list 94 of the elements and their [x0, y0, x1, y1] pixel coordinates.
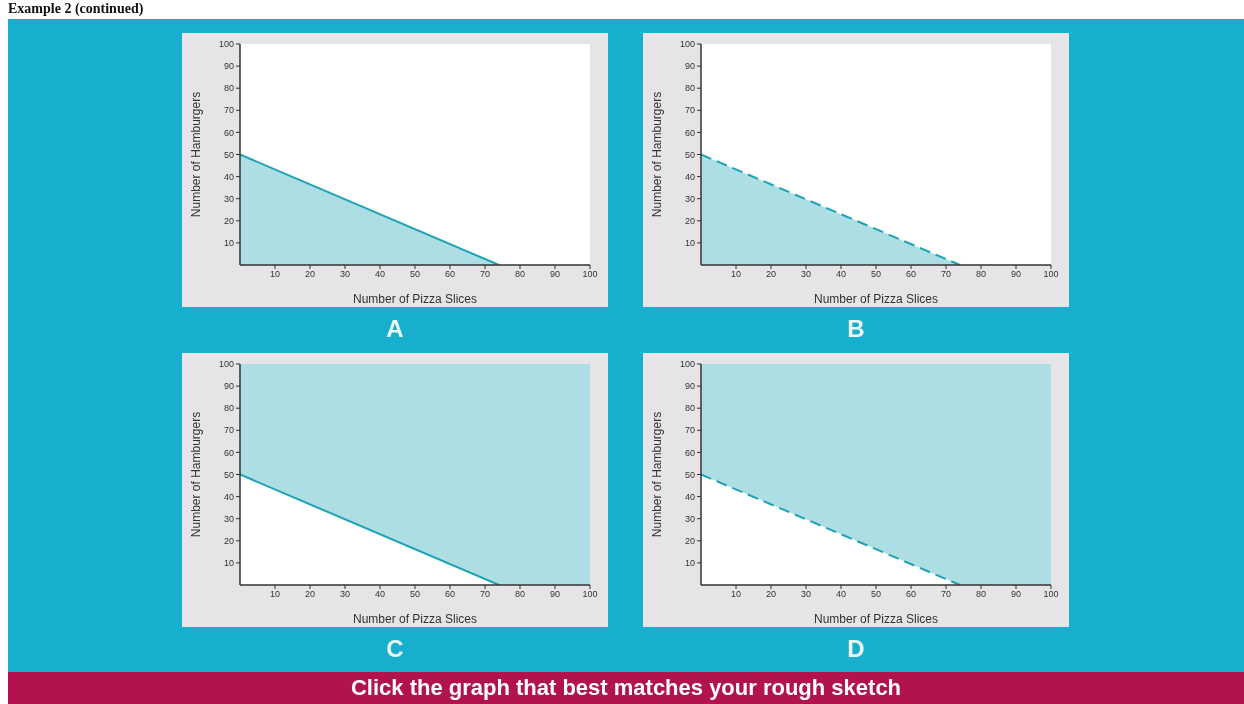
x-tick-label: 10	[269, 589, 281, 600]
x-tick-label: 80	[975, 589, 987, 600]
y-axis-title: Number of Hamburgers	[650, 91, 665, 218]
y-tick-label: 40	[223, 491, 234, 502]
y-tick-label: 40	[684, 491, 695, 502]
x-tick-label: 70	[479, 269, 491, 280]
y-tick-label: 30	[223, 513, 234, 524]
x-tick-label: 90	[549, 589, 561, 600]
y-tick-label: 50	[684, 149, 695, 160]
x-tick-label: 30	[800, 589, 812, 600]
x-tick-label: 70	[940, 589, 952, 600]
y-tick-label: 80	[684, 83, 695, 94]
y-tick-label: 10	[684, 238, 695, 249]
y-tick-label: 100	[679, 359, 695, 370]
y-tick-label: 50	[223, 469, 234, 480]
x-tick-label: 80	[514, 589, 526, 600]
y-tick-label: 60	[684, 447, 695, 458]
y-axis-title: Number of Hamburgers	[650, 411, 665, 538]
text: D	[846, 635, 866, 663]
x-tick-label: 40	[374, 589, 386, 600]
y-tick-label: 10	[684, 558, 695, 569]
x-tick-label: 10	[730, 269, 742, 280]
text: C	[385, 635, 405, 663]
x-tick-label: 80	[514, 269, 526, 280]
x-tick-label: 90	[1010, 269, 1022, 280]
text: B	[846, 315, 866, 343]
x-tick-label: 20	[765, 269, 777, 280]
x-axis-title: Number of Pizza Slices	[352, 612, 478, 626]
x-axis-title: Number of Pizza Slices	[813, 612, 939, 626]
y-tick-label: 20	[223, 216, 234, 226]
x-tick-label: 40	[835, 589, 847, 600]
x-tick-label: 60	[905, 269, 917, 280]
y-tick-label: 80	[223, 83, 234, 94]
y-tick-label: 30	[684, 193, 695, 204]
x-tick-label: 20	[765, 589, 777, 600]
x-tick-label: 20	[304, 269, 316, 280]
y-tick-label: 90	[684, 381, 695, 392]
y-tick-label: 90	[684, 61, 695, 72]
x-tick-label: 100	[582, 589, 598, 600]
y-tick-label: 20	[684, 216, 695, 226]
y-tick-label: 70	[223, 425, 234, 436]
y-axis-title: Number of Hamburgers	[189, 91, 204, 218]
x-tick-label: 100	[1043, 269, 1059, 280]
x-tick-label: 90	[1010, 589, 1022, 600]
y-tick-label: 60	[223, 447, 234, 458]
x-tick-label: 50	[409, 269, 421, 280]
y-tick-label: 80	[223, 403, 234, 414]
y-tick-label: 70	[684, 425, 695, 436]
x-tick-label: 60	[905, 589, 917, 600]
y-tick-label: 40	[684, 171, 695, 182]
y-tick-label: 40	[223, 171, 234, 182]
x-tick-label: 100	[1043, 589, 1059, 600]
x-tick-label: 50	[870, 269, 882, 280]
y-tick-label: 20	[223, 535, 234, 546]
y-tick-label: 100	[679, 39, 695, 50]
text: Example 2 (continued)	[8, 0, 144, 18]
y-tick-label: 60	[684, 127, 695, 138]
x-tick-label: 70	[479, 589, 491, 600]
x-tick-label: 50	[409, 589, 421, 600]
x-tick-label: 50	[870, 589, 882, 600]
y-tick-label: 60	[223, 127, 234, 138]
x-tick-label: 70	[940, 269, 952, 280]
x-tick-label: 30	[339, 589, 351, 600]
y-tick-label: 100	[218, 39, 234, 50]
x-tick-label: 100	[582, 269, 598, 280]
x-tick-label: 20	[304, 589, 316, 600]
text: A	[385, 315, 405, 343]
x-tick-label: 80	[975, 269, 987, 280]
y-tick-label: 80	[684, 403, 695, 414]
x-axis-title: Number of Pizza Slices	[813, 292, 939, 306]
x-axis-title: Number of Pizza Slices	[352, 292, 478, 306]
y-axis-title: Number of Hamburgers	[189, 411, 204, 538]
y-tick-label: 50	[684, 469, 695, 480]
y-tick-label: 90	[223, 61, 234, 72]
y-tick-label: 30	[223, 193, 234, 204]
x-tick-label: 90	[549, 269, 561, 280]
y-tick-label: 70	[684, 105, 695, 116]
x-tick-label: 30	[339, 269, 351, 280]
text: Click the graph that best matches your rough sketch	[8, 672, 1244, 704]
x-tick-label: 10	[269, 269, 281, 280]
y-tick-label: 90	[223, 381, 234, 392]
y-tick-label: 30	[684, 513, 695, 524]
x-tick-label: 30	[800, 269, 812, 280]
y-tick-label: 10	[223, 238, 234, 249]
x-tick-label: 60	[444, 589, 456, 600]
y-tick-label: 10	[223, 558, 234, 569]
x-tick-label: 40	[835, 269, 847, 280]
y-tick-label: 100	[218, 359, 234, 370]
x-tick-label: 10	[730, 589, 742, 600]
y-tick-label: 50	[223, 149, 234, 160]
x-tick-label: 60	[444, 269, 456, 280]
y-tick-label: 20	[684, 535, 695, 546]
y-tick-label: 70	[223, 105, 234, 116]
x-tick-label: 40	[374, 269, 386, 280]
